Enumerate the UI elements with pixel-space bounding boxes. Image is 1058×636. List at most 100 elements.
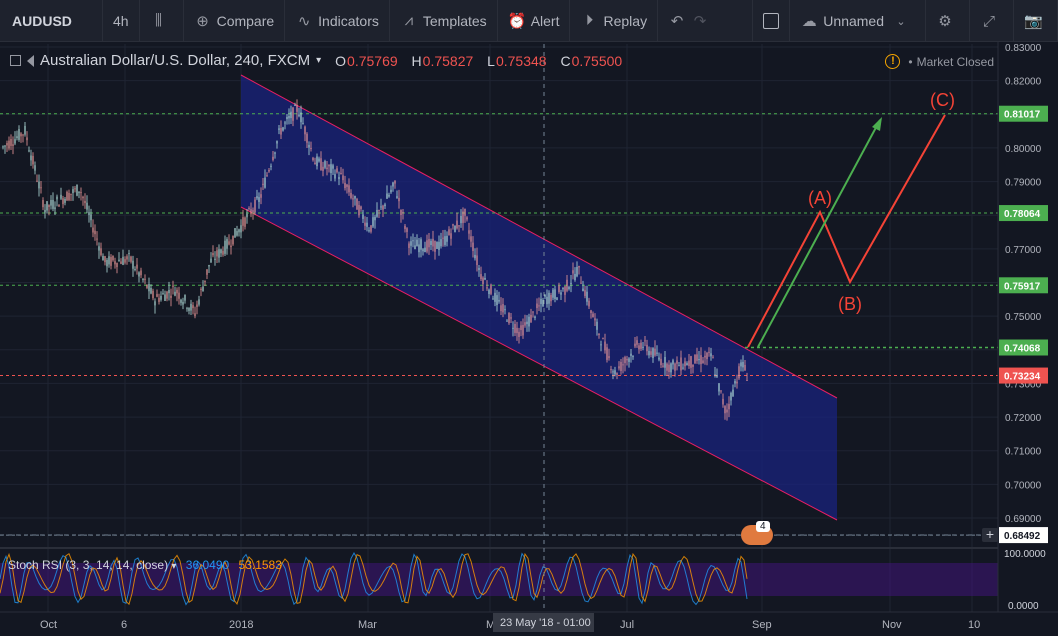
market-status[interactable]: ! • Market Closed [885, 54, 994, 69]
templates-button[interactable]: ⩘ Templates [390, 0, 498, 42]
fullscreen-toggle[interactable] [752, 0, 791, 42]
time-tick: M [486, 619, 495, 631]
time-tick: Nov [882, 619, 902, 631]
symbol-title[interactable]: Australian Dollar/U.S. Dollar, 240, FXCM [40, 52, 311, 69]
level-label-box [999, 527, 1048, 544]
level-label: 0.81017 [1004, 110, 1041, 121]
wave-projection-red-abc[interactable] [747, 114, 946, 348]
interval-label: 4h [113, 12, 129, 29]
settings-button[interactable]: ⚙ [926, 0, 970, 42]
compare-label: Compare [216, 12, 275, 29]
level-label-box [999, 277, 1048, 294]
collapse-icon[interactable] [10, 55, 21, 66]
time-tick: Sep [752, 619, 772, 631]
chart-type-button[interactable]: ⫼ [140, 0, 184, 42]
symbol-search[interactable]: AUDUSD [0, 0, 103, 42]
ohlc-values: O0.75769 H0.75827 L0.75348 C0.75500 [335, 53, 632, 69]
undo-icon[interactable]: ↶ [670, 12, 684, 30]
time-tick: 6 [121, 619, 127, 631]
price-tick: 0.70000 [1005, 480, 1042, 491]
crosshair-time-box [493, 613, 594, 632]
chevron-down-icon: ⌄ [896, 15, 906, 28]
stoch-dropdown-icon[interactable]: ▾ [171, 561, 177, 572]
indicators-label: Indicators [318, 12, 379, 29]
stoch-label: Stoch RSI (3, 3, 14, 14, close) [8, 558, 169, 572]
candles [2, 99, 748, 421]
stoch-k-value: 36.0490 [185, 558, 230, 572]
alarm-clock-icon: ⏰ [507, 12, 527, 30]
time-tick: Jul [620, 619, 634, 631]
alert-label: Alert [530, 12, 560, 29]
symbol-dropdown-icon[interactable]: ▾ [316, 55, 322, 66]
replay-label: Replay [603, 12, 648, 29]
interval-button[interactable]: 4h [103, 0, 140, 42]
level-label: 0.73234 [1004, 372, 1041, 383]
high-label: H [411, 52, 422, 69]
crosshair-time-label: 23 May '18 - 01:00 [500, 617, 591, 629]
events-count: 4 [756, 521, 770, 532]
stoch-axis-bottom: 0.0000 [1008, 601, 1039, 612]
price-tick: 0.72000 [1005, 413, 1042, 424]
high-value: 0.75827 [422, 52, 474, 69]
close-label: C [560, 52, 571, 69]
replay-button[interactable]: ⏵ Replay [570, 0, 659, 42]
alert-button[interactable]: ⏰ Alert [498, 0, 571, 42]
price-tick: 0.75000 [1005, 312, 1042, 323]
low-label: L [487, 52, 495, 69]
wave-projection-green[interactable] [757, 119, 881, 348]
templates-icon: ⩘ [404, 12, 414, 29]
level-label: 0.68492 [1004, 531, 1041, 542]
market-status-label: Market Closed [916, 54, 994, 69]
stoch-axis-top: 100.0000 [1004, 549, 1046, 560]
level-label: 0.78064 [1004, 209, 1041, 220]
price-tick: 0.82000 [1005, 77, 1042, 88]
flag-icon[interactable] [27, 54, 34, 67]
top-toolbar: AUDUSD 4h ⫼ ⊕ Compare ∿ Indicators ⩘ Templa… [0, 0, 1058, 42]
wave-label-b: (B) [838, 294, 862, 314]
undo-redo: ↶ ↷ [658, 0, 724, 42]
price-tick: 0.69000 [1005, 514, 1042, 525]
level-label-box [999, 105, 1048, 122]
wave-label-a: (A) [808, 188, 832, 208]
channel-lower-line[interactable] [240, 206, 838, 521]
status-dot: • [908, 54, 913, 69]
level-label: 0.74068 [1004, 343, 1041, 354]
indicator-icon: ∿ [297, 12, 311, 30]
time-tick: 10 [968, 619, 980, 631]
square-icon [763, 13, 780, 29]
descending-channel[interactable] [241, 75, 837, 520]
maximize-button[interactable]: ⤢ [970, 0, 1014, 42]
price-tick: 0.73000 [1005, 379, 1042, 390]
price-tick: 0.79000 [1005, 178, 1042, 189]
level-label-box [999, 339, 1048, 356]
price-tick: 0.77000 [1005, 245, 1042, 256]
open-label: O [335, 52, 347, 69]
redo-icon[interactable]: ↷ [693, 12, 707, 30]
chart-legend: Australian Dollar/U.S. Dollar, 240, FXCM… [10, 52, 632, 69]
add-price-level-button[interactable]: + [982, 527, 998, 542]
price-axis[interactable] [998, 42, 1058, 612]
price-tick: 0.80000 [1005, 144, 1042, 155]
open-value: 0.75769 [347, 52, 398, 69]
stoch-rsi-legend[interactable]: Stoch RSI (3, 3, 14, 14, close) ▾ 36.049… [8, 558, 282, 572]
toolbar-right: ☁ Unnamed ⌄ ⚙ ⤢ 📷 [752, 0, 1058, 42]
save-layout-button[interactable]: ☁ Unnamed ⌄ [790, 0, 926, 42]
time-axis-ticks: Oct 6 2018 Mar M Jul Sep Nov 10 [40, 619, 980, 631]
camera-icon: 📷 [1024, 13, 1043, 30]
wave-label-c: (C) [930, 90, 955, 110]
replay-icon: ⏵ [585, 12, 594, 29]
price-tick: 0.71000 [1005, 447, 1042, 458]
time-tick: 2018 [229, 619, 253, 631]
gear-icon: ⚙ [938, 13, 952, 30]
channel-upper-line[interactable] [240, 74, 838, 399]
cloud-icon: ☁ [801, 13, 817, 30]
stoch-rsi-lines [0, 551, 748, 606]
indicators-button[interactable]: ∿ Indicators [285, 0, 390, 42]
low-value: 0.75348 [495, 52, 547, 69]
expand-icon: ⤢ [982, 12, 995, 30]
plus-circle-icon: ⊕ [196, 12, 209, 30]
symbol-label: AUDUSD [12, 12, 72, 29]
price-tick: 0.83000 [1005, 43, 1042, 54]
compare-button[interactable]: ⊕ Compare [184, 0, 286, 42]
